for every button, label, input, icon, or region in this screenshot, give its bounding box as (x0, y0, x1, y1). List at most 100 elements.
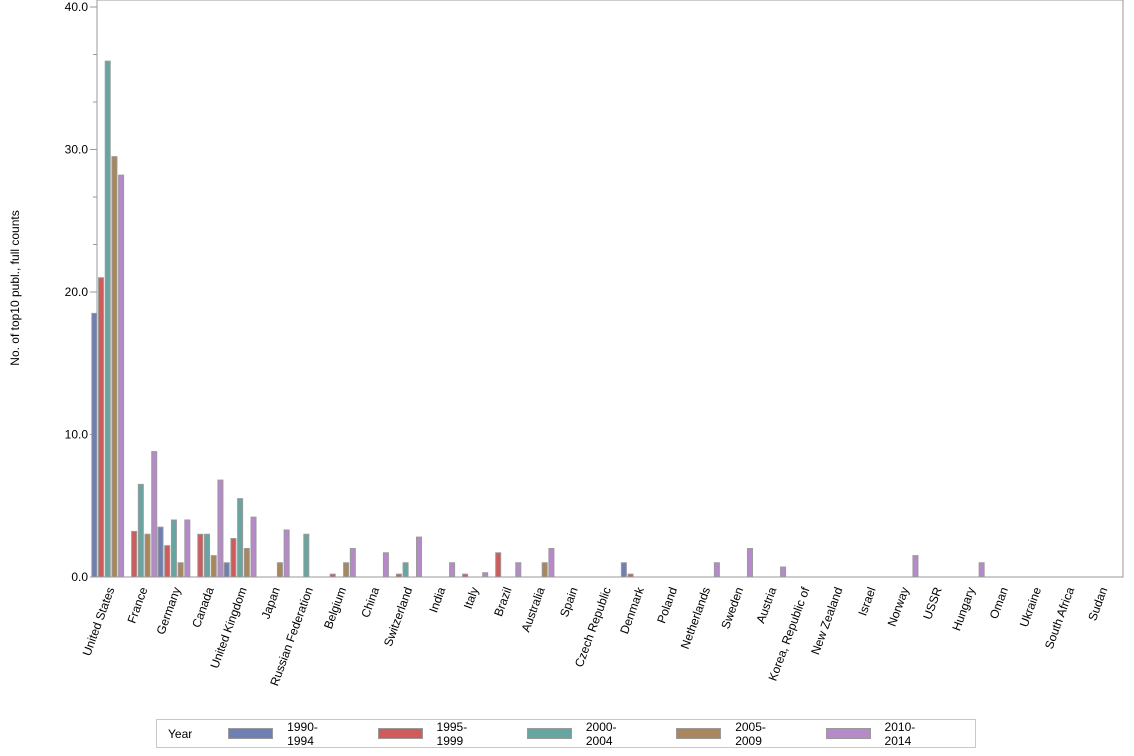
x-category-label: Switzerland (381, 585, 415, 648)
bar (204, 533, 211, 578)
bar (137, 483, 144, 578)
bar (349, 548, 356, 578)
bar-group (495, 552, 522, 578)
bar (541, 562, 548, 578)
legend-label: 1995-1999 (436, 719, 468, 748)
legend-swatch (377, 728, 423, 739)
x-category-label: Canada (189, 585, 217, 630)
bar-group (746, 548, 753, 578)
x-category-label: Sudan (1085, 585, 1110, 622)
bar-group (449, 562, 456, 578)
legend-swatch (526, 728, 572, 739)
bar (230, 538, 237, 578)
bar (912, 555, 919, 578)
x-category-label: India (426, 585, 448, 615)
bar (746, 548, 753, 578)
bar (449, 562, 456, 578)
bar (548, 548, 555, 578)
x-category-label: Brazil (491, 585, 514, 618)
bar-group (131, 451, 158, 578)
bar-group (780, 566, 787, 578)
bar (416, 536, 423, 578)
x-category-label: Japan (259, 585, 283, 621)
bar (210, 555, 217, 578)
x-category-label: France (125, 585, 151, 625)
legend-item-1990-1994: 1990-1994 (228, 720, 339, 748)
x-category-label: Hungary (949, 585, 978, 632)
bar-group (157, 519, 191, 578)
x-category-label: Belgium (321, 585, 349, 631)
bar (104, 60, 111, 578)
bar (395, 573, 402, 578)
legend-item-2000-2004: 2000-2004 (526, 720, 638, 748)
plot-border (96, 0, 1124, 578)
bar-group (197, 479, 224, 578)
bar (382, 552, 389, 578)
legend: Year 1990-1994 1995-1999 2000-2004 2005-… (156, 719, 976, 748)
bar (780, 566, 787, 578)
bar (151, 451, 158, 578)
y-tick-label: 30.0 (65, 143, 89, 157)
x-category-label: Czech Republic (572, 585, 614, 669)
bar (170, 519, 177, 578)
bar-group (713, 562, 720, 578)
bar (250, 516, 257, 578)
bar (184, 519, 191, 578)
bar-group (620, 562, 634, 578)
bar (177, 562, 184, 578)
bar-group (912, 555, 919, 578)
y-tick-label: 20.0 (65, 285, 89, 299)
bar-group (303, 533, 310, 578)
bar (402, 562, 409, 578)
bar (620, 562, 627, 578)
x-category-label: Poland (654, 585, 680, 625)
bar (223, 562, 230, 578)
bar (118, 174, 125, 578)
x-category-label: Israel (855, 585, 878, 617)
legend-item-1995-1999: 1995-1999 (377, 719, 489, 748)
bar (243, 548, 250, 578)
bar-group (541, 548, 555, 578)
bar (164, 545, 171, 578)
y-axis: 0.0 10.0 20.0 30.0 40.0 (65, 0, 97, 584)
bar (515, 562, 522, 578)
bar-group (978, 562, 985, 578)
bar (91, 312, 98, 578)
legend-item-2010-2014: 2010-2014 (825, 719, 937, 748)
legend-label: 2010-2014 (884, 719, 916, 748)
x-category-label: South Africa (1042, 585, 1077, 651)
bar (462, 573, 469, 578)
y-tick-label: 40.0 (65, 0, 89, 14)
x-category-label: Sweden (718, 585, 746, 631)
bar (144, 533, 151, 578)
legend-title: Year (168, 726, 193, 741)
bar (111, 156, 118, 578)
bars (91, 60, 985, 578)
bar (217, 479, 224, 578)
legend-label: 1990-1994 (287, 719, 318, 748)
x-category-label: Spain (557, 585, 581, 619)
legend-swatch (228, 728, 274, 739)
bar-group (223, 498, 257, 578)
x-category-label: Australia (519, 585, 548, 634)
x-category-label: USSR (920, 585, 945, 621)
plot-frame (96, 0, 1124, 578)
y-tick-label: 10.0 (65, 428, 89, 442)
x-category-label: Oman (987, 585, 1011, 621)
x-category-label: Netherlands (678, 585, 713, 651)
x-category-label: Germany (154, 585, 184, 636)
legend-item-2005-2009: 2005-2009 (676, 720, 787, 748)
x-category-label: Norway (885, 585, 912, 628)
bar (329, 573, 336, 578)
x-category-label: China (358, 585, 382, 620)
bar (197, 533, 204, 578)
bar (237, 498, 244, 578)
bar (98, 277, 105, 578)
bar-group (91, 60, 125, 578)
bar-group (382, 552, 389, 578)
x-category-label: Denmark (617, 584, 647, 635)
bar (157, 526, 164, 578)
bar (495, 552, 502, 578)
